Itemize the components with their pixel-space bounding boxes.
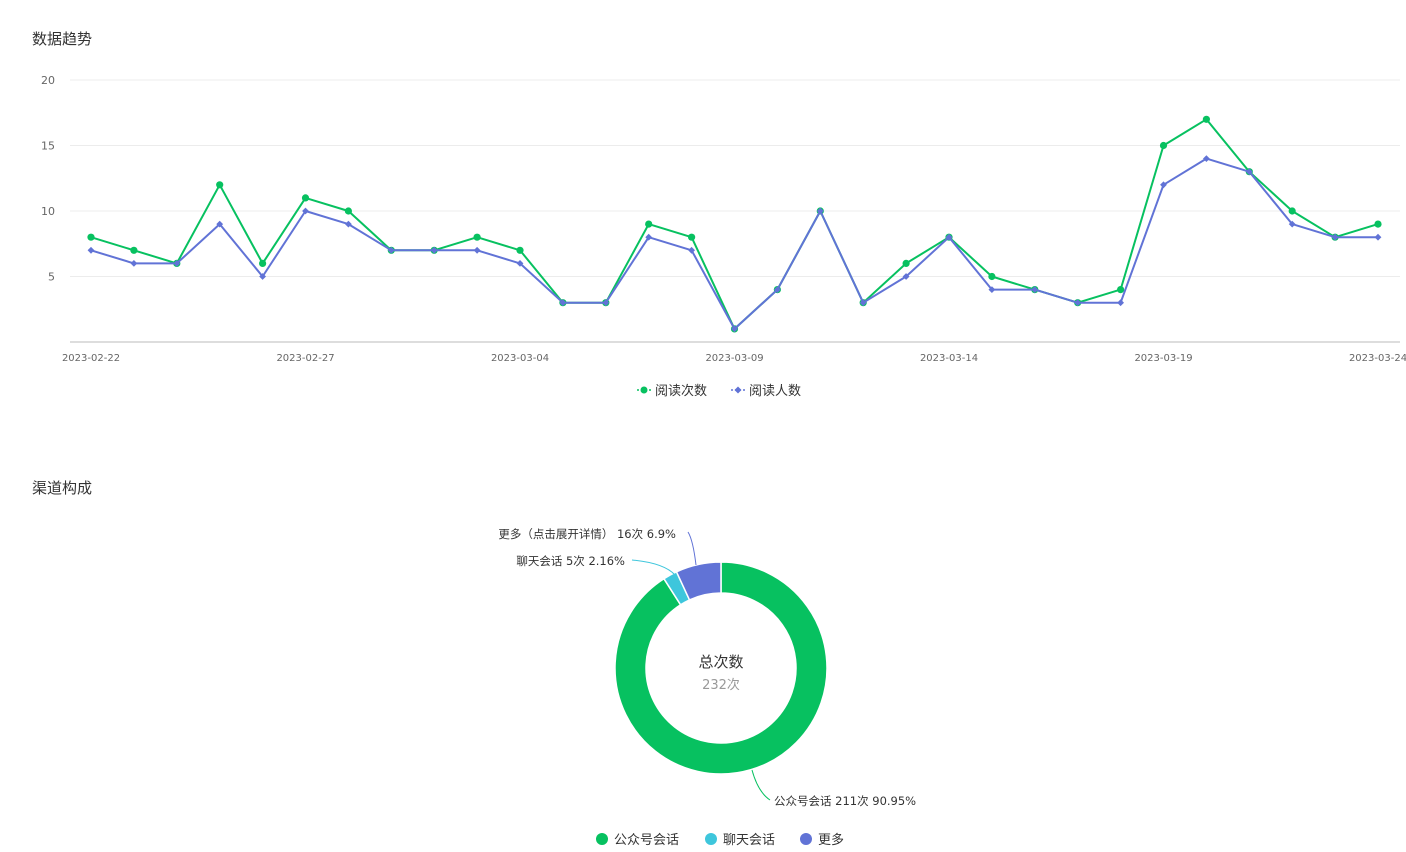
x-tick-label: 2023-03-09 [705, 353, 763, 364]
channel-section-title: 渠道构成 [32, 479, 93, 497]
data-point [1074, 299, 1082, 307]
legend-marker [640, 386, 648, 394]
slice-data-label: 更多（点击展开详情） 16次 6.9% [498, 527, 676, 541]
data-point [859, 299, 867, 307]
data-point [1031, 286, 1039, 293]
legend-item: 更多 [800, 832, 844, 848]
x-tick-label: 2023-03-24 [1349, 353, 1406, 364]
data-point [1117, 299, 1124, 307]
data-point [1202, 115, 1210, 123]
legend-item: 公众号会话 [596, 833, 679, 848]
slice-leader-line [751, 769, 771, 801]
x-tick-label: 2023-03-19 [1134, 353, 1192, 364]
data-point [1160, 181, 1167, 189]
data-point [130, 246, 138, 254]
legend-item: 聊天会话 [705, 833, 775, 848]
data-point [731, 325, 738, 333]
data-point [559, 299, 567, 307]
legend-marker [596, 833, 608, 845]
legend-label: 阅读人数 [749, 384, 801, 399]
data-point [1288, 220, 1296, 228]
y-tick-label: 15 [41, 140, 55, 153]
slice-data-label: 聊天会话 5次 2.16% [516, 554, 625, 568]
data-point [173, 260, 181, 267]
data-point [902, 273, 910, 280]
slice-leader-line [631, 559, 676, 576]
pie-slice [662, 570, 691, 606]
legend-marker [800, 833, 812, 845]
donut-center-label: 总次数 [698, 653, 743, 671]
legend-item: 阅读次数 [637, 383, 707, 399]
data-point [387, 246, 395, 254]
legend-marker [705, 833, 717, 845]
slice-leader-line [687, 531, 697, 566]
slice-data-label: 公众号会话 211次 90.95% [774, 794, 916, 808]
data-point [1374, 220, 1382, 228]
data-point [259, 259, 267, 267]
data-point [516, 246, 524, 254]
data-point [774, 286, 781, 293]
pie-slice [675, 561, 722, 601]
legend-label: 公众号会话 [614, 833, 679, 848]
legend-item: 阅读人数 [731, 384, 801, 399]
series-line [90, 157, 1378, 330]
data-point [1245, 168, 1253, 176]
data-point [302, 207, 309, 215]
y-tick-label: 5 [48, 271, 55, 284]
x-tick-label: 2023-02-22 [62, 353, 120, 364]
data-point [688, 246, 695, 254]
data-point [87, 233, 95, 241]
data-point [259, 273, 266, 280]
data-point [988, 286, 996, 293]
x-tick-label: 2023-03-04 [491, 353, 549, 364]
data-point [988, 272, 996, 281]
donut-center-value: 232次 [702, 677, 740, 693]
legend-label: 更多 [818, 832, 844, 848]
data-point [902, 259, 910, 267]
data-point [345, 220, 352, 228]
data-point [1374, 233, 1382, 241]
legend-label: 聊天会话 [723, 833, 775, 848]
data-point [216, 181, 224, 189]
data-point [602, 299, 610, 307]
pie-slice [614, 561, 828, 775]
data-point [1117, 286, 1125, 294]
trend-section-title: 数据趋势 [32, 30, 93, 48]
y-tick-label: 10 [41, 205, 55, 218]
series-line [90, 118, 1379, 330]
data-point [1331, 233, 1339, 241]
data-point [473, 233, 481, 241]
data-point [1288, 207, 1296, 215]
data-point [945, 233, 953, 241]
data-point [473, 246, 481, 254]
data-point [344, 207, 352, 215]
legend-marker [734, 386, 742, 394]
data-point [688, 233, 696, 241]
x-tick-label: 2023-03-14 [920, 353, 978, 364]
data-point [430, 246, 438, 254]
data-point [816, 207, 824, 215]
data-point [645, 233, 653, 241]
data-point [301, 194, 310, 202]
data-point [645, 220, 653, 228]
y-tick-label: 20 [41, 74, 55, 87]
data-point [1159, 141, 1168, 150]
data-point [516, 260, 524, 267]
legend-label: 阅读次数 [655, 383, 707, 399]
x-tick-label: 2023-02-27 [276, 353, 334, 364]
data-point [87, 246, 95, 254]
data-point [130, 260, 138, 267]
data-point [216, 220, 224, 228]
data-point [1203, 155, 1210, 162]
trend-line-chart: 5 10 15 20 2023-02-22 2023-02-27 2023-03-04 202… [41, 74, 1406, 399]
